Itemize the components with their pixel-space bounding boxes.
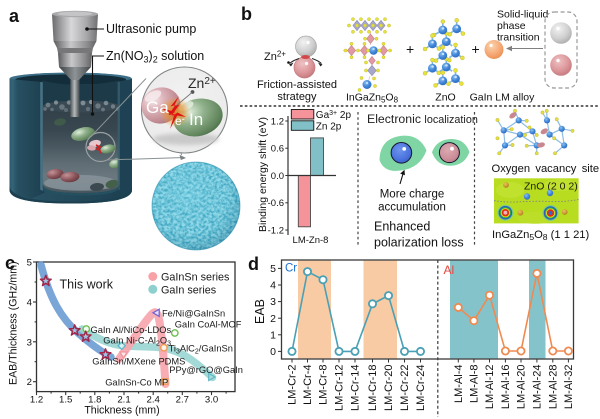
svg-text:LM-Al-4: LM-Al-4 <box>453 365 465 404</box>
svg-text:GaIn Al/NiCo-LDOs: GaIn Al/NiCo-LDOs <box>91 325 172 335</box>
svg-text:polarization loss: polarization loss <box>374 236 464 250</box>
svg-text:LM-Cr-18: LM-Cr-18 <box>367 365 379 411</box>
svg-text:Solid-liquid: Solid-liquid <box>497 9 549 21</box>
svg-text:1: 1 <box>270 329 276 341</box>
svg-text:InGaZn5O8 (1 1 21): InGaZn5O8 (1 1 21) <box>492 229 590 242</box>
svg-text:5: 5 <box>27 258 32 269</box>
svg-text:2.4: 2.4 <box>147 395 161 406</box>
svg-text:Oxygen vacancy site: Oxygen vacancy site <box>492 163 600 175</box>
svg-text:-0.6: -0.6 <box>268 198 284 209</box>
svg-text:LM-Cr-2: LM-Cr-2 <box>287 365 299 405</box>
svg-text:2.1: 2.1 <box>117 395 130 406</box>
svg-text:LM-Al-20: LM-Al-20 <box>516 365 528 410</box>
svg-text:1.8: 1.8 <box>88 395 101 406</box>
svg-text:This work: This work <box>60 278 114 292</box>
svg-text:LM-Cr-22: LM-Cr-22 <box>399 365 411 411</box>
svg-text:3: 3 <box>270 296 276 308</box>
svg-text:Ultrasonic pump: Ultrasonic pump <box>106 22 196 36</box>
svg-text:LM-Zn-8: LM-Zn-8 <box>293 235 329 246</box>
svg-text:+: + <box>406 41 414 57</box>
svg-text:More charge: More charge <box>380 189 445 201</box>
svg-text:LM-Cr-12: LM-Cr-12 <box>334 365 346 411</box>
svg-text:strategy: strategy <box>277 91 317 103</box>
svg-text:LM-Al-24: LM-Al-24 <box>531 365 543 410</box>
svg-text:LM-Cr-24: LM-Cr-24 <box>415 365 427 411</box>
svg-text:2.7: 2.7 <box>176 395 189 406</box>
svg-text:GaIn series: GaIn series <box>161 284 217 296</box>
svg-text:d: d <box>248 254 259 274</box>
svg-text:1.2: 1.2 <box>271 116 284 127</box>
svg-text:LM-Cr-8: LM-Cr-8 <box>318 365 330 405</box>
svg-text:0.6: 0.6 <box>271 144 284 155</box>
svg-text:2: 2 <box>27 377 32 388</box>
svg-text:a: a <box>9 6 20 26</box>
svg-text:5: 5 <box>270 263 276 275</box>
svg-text:EAB: EAB <box>253 299 267 324</box>
svg-text:EAB/Thickness (GHz/mm): EAB/Thickness (GHz/mm) <box>8 261 20 385</box>
svg-text:GaIn Ni-C-Al2O3: GaIn Ni-C-Al2O3 <box>103 336 171 348</box>
svg-text:Enhanced: Enhanced <box>374 220 430 234</box>
svg-text:transition: transition <box>497 32 540 44</box>
svg-text:c: c <box>5 253 15 273</box>
svg-text:InGaZn5O8: InGaZn5O8 <box>346 92 399 105</box>
svg-text:-1.2: -1.2 <box>268 225 284 236</box>
svg-text:0: 0 <box>270 346 276 358</box>
svg-text:accumulation: accumulation <box>378 202 446 214</box>
svg-text:LM-Al-32: LM-Al-32 <box>563 365 575 410</box>
svg-text:LM-Cr-20: LM-Cr-20 <box>383 365 395 411</box>
svg-text:ZnO (2 0 2): ZnO (2 0 2) <box>524 181 578 193</box>
svg-text:GaInSn series: GaInSn series <box>161 272 230 284</box>
svg-text:LM-Cr-14: LM-Cr-14 <box>350 365 362 411</box>
svg-text:GaIn CoAl-MOF: GaIn CoAl-MOF <box>175 320 242 330</box>
svg-text:Fe/Ni@GaInSn: Fe/Ni@GaInSn <box>162 309 225 319</box>
svg-text:1.5: 1.5 <box>59 395 72 406</box>
svg-text:4: 4 <box>27 298 33 309</box>
svg-text:+: + <box>472 41 480 57</box>
svg-text:Thickness (mm): Thickness (mm) <box>84 405 159 417</box>
svg-text:Ti3AlC2/GaInSn: Ti3AlC2/GaInSn <box>169 344 233 356</box>
svg-text:Cr: Cr <box>285 263 297 275</box>
svg-text:PPy@rGO@GaIn: PPy@rGO@GaIn <box>169 365 243 375</box>
svg-text:GaInSn-Co MP: GaInSn-Co MP <box>105 378 168 388</box>
svg-text:4: 4 <box>270 280 276 292</box>
svg-text:LM-Al-28: LM-Al-28 <box>547 365 559 410</box>
svg-text:Zn(NO3)2 solution: Zn(NO3)2 solution <box>106 49 204 65</box>
svg-text:e-: e- <box>175 114 185 128</box>
svg-text:Electronic localization: Electronic localization <box>367 112 478 126</box>
svg-text:LM-Al-16: LM-Al-16 <box>500 365 512 410</box>
svg-text:2: 2 <box>270 313 276 325</box>
svg-text:Ga3+ 2p: Ga3+ 2p <box>316 110 352 121</box>
svg-text:3.0: 3.0 <box>205 395 218 406</box>
svg-text:Al: Al <box>444 263 455 277</box>
svg-text:b: b <box>241 4 252 24</box>
svg-text:LM-Cr-4: LM-Cr-4 <box>302 365 314 405</box>
svg-text:Friction-assisted: Friction-assisted <box>257 79 337 91</box>
svg-text:In: In <box>189 110 203 129</box>
svg-text:phase: phase <box>497 20 526 32</box>
svg-text:Ga: Ga <box>146 98 169 117</box>
svg-text:Binding energy shift (eV): Binding energy shift (eV) <box>257 117 269 232</box>
svg-text:Zn 2p: Zn 2p <box>316 121 342 132</box>
svg-text:ZnO: ZnO <box>435 92 455 104</box>
svg-text:3: 3 <box>27 337 32 348</box>
svg-text:1.2: 1.2 <box>30 395 43 406</box>
svg-text:0.0: 0.0 <box>271 171 284 182</box>
svg-text:LM-Al-12: LM-Al-12 <box>484 365 496 410</box>
svg-text:LM-Al-8: LM-Al-8 <box>468 365 480 404</box>
svg-text:GaInSn/MXene PDMS: GaInSn/MXene PDMS <box>92 357 185 367</box>
svg-text:GaIn LM alloy: GaIn LM alloy <box>470 92 536 104</box>
